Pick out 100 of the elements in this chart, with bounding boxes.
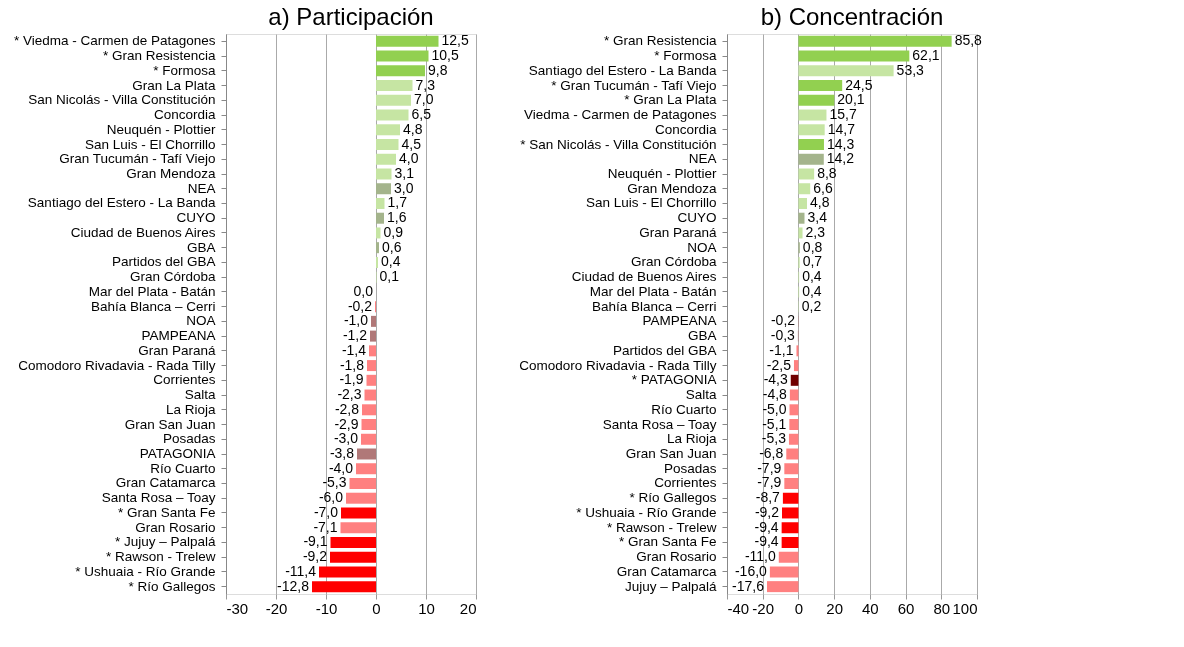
y-tick-label: Neuquén - Plottier: [607, 166, 717, 181]
y-tick-label: * Jujuy – Palpalá: [114, 534, 216, 550]
data-label: 24,5: [845, 76, 873, 93]
y-tick-label: Corrientes: [654, 475, 717, 491]
y-tick-label: Jujuy – Palpalá: [624, 578, 717, 594]
y-tick-label: * PATAGONIA: [631, 372, 717, 388]
y-tick-label: Gran Catamarca: [616, 563, 717, 579]
y-tick-label: Río Cuarto: [651, 401, 717, 417]
y-tick-label: Gran Catamarca: [115, 475, 216, 491]
y-tick-label: NOA: [186, 313, 216, 329]
x-tick-label: 0: [372, 599, 381, 617]
data-label: -0,2: [347, 297, 373, 314]
data-label: 0,4: [381, 253, 401, 270]
x-tick-label: -10: [315, 599, 338, 617]
data-label: -5,3: [322, 474, 347, 491]
data-label: -6,0: [318, 489, 344, 506]
data-label: 0,9: [383, 223, 404, 240]
data-label: -1,1: [769, 341, 794, 358]
data-label: 14,3: [826, 135, 855, 152]
data-label: 4,5: [401, 135, 422, 152]
y-tick-label: Gran San Juan: [124, 416, 216, 432]
y-tick-label: Posadas: [162, 431, 216, 447]
y-tick-label: San Nicolás - Villa Constitución: [28, 92, 216, 108]
data-label: -17,6: [732, 577, 765, 594]
data-label: 53,3: [896, 61, 925, 78]
y-tick-label: La Rioja: [165, 401, 216, 417]
data-label: 20,1: [837, 91, 865, 108]
data-label: -1,4: [341, 341, 367, 358]
data-label: -0,3: [770, 327, 796, 344]
data-label: -1,2: [342, 327, 368, 344]
y-tick-label: San Luis - El Chorrillo: [585, 195, 717, 211]
data-label: -9,1: [303, 533, 328, 550]
data-label: -7,9: [757, 459, 782, 476]
y-tick-label: NEA: [187, 180, 216, 196]
y-tick-label: La Rioja: [666, 431, 717, 447]
data-label: 0,6: [382, 238, 402, 255]
y-tick-label: * San Nicolás - Villa Constitución: [520, 136, 717, 152]
data-label: 1,7: [387, 194, 408, 211]
y-tick-label: * Gran Resistencia: [102, 48, 216, 64]
data-label: -2,5: [766, 356, 792, 373]
y-tick-label: Partidos del GBA: [612, 342, 717, 358]
y-tick-label: Mar del Plata - Batán: [589, 283, 717, 299]
y-tick-label: Comodoro Rivadavia - Rada Tilly: [18, 357, 216, 373]
data-label: -9,4: [754, 533, 779, 550]
data-label: 6,6: [813, 179, 833, 196]
data-label: 0,8: [802, 238, 823, 255]
y-tick-label: Bahía Blanca – Cerri: [591, 298, 717, 314]
y-tick-label: * Río Gallegos: [629, 490, 717, 506]
y-tick-label: Río Cuarto: [150, 460, 216, 476]
y-tick-label: Corrientes: [153, 372, 216, 388]
data-label: -6,8: [759, 445, 784, 461]
x-tick-label: -40: [727, 599, 750, 617]
data-label: 3,1: [394, 165, 415, 181]
data-label: -3,8: [329, 445, 355, 461]
data-label: -11,0: [744, 548, 776, 565]
data-label: 85,8: [954, 32, 983, 49]
data-label: -9,2: [754, 503, 780, 520]
y-tick-label: Comodoro Rivadavia - Rada Tilly: [519, 357, 717, 373]
data-label: -8,7: [755, 489, 781, 506]
data-label: 3,0: [394, 179, 414, 196]
y-tick-label: Gran Rosario: [135, 519, 216, 535]
data-label: 7,3: [415, 76, 436, 93]
data-label: -5,3: [761, 430, 787, 447]
y-tick-label: * Gran Tucumán - Tafí Viejo: [551, 77, 717, 93]
x-tick-label: 20: [826, 599, 843, 617]
data-label: 4,8: [810, 194, 830, 211]
y-tick-label: Salta: [685, 387, 717, 403]
y-tick-label: * Ushuaia - Río Grande: [75, 563, 216, 579]
y-tick-label: GBA: [186, 239, 216, 255]
data-label: -5,1: [762, 415, 787, 432]
y-tick-label: NEA: [688, 151, 717, 167]
y-tick-label: * Gran Resistencia: [603, 33, 717, 49]
y-tick-label: * Gran La Plata: [624, 92, 717, 108]
data-label: -9,4: [754, 518, 779, 535]
y-tick-label: Gran Córdoba: [129, 269, 216, 285]
data-label: 2,3: [805, 223, 826, 240]
data-label: 8,8: [817, 165, 837, 181]
data-label: 0,4: [802, 268, 822, 285]
data-label: 15,7: [829, 106, 857, 123]
y-tick-label: Gran Mendoza: [627, 180, 717, 196]
data-label: -7,1: [313, 518, 338, 535]
y-tick-label: Ciudad de Buenos Aires: [70, 224, 216, 240]
y-tick-label: PATAGONIA: [139, 446, 216, 461]
y-tick-label: Gran Mendoza: [126, 166, 216, 181]
x-tick-label: 40: [862, 599, 879, 617]
y-tick-label: Concordia: [654, 121, 717, 137]
data-label: 4,0: [399, 150, 419, 167]
data-label: 14,2: [826, 150, 855, 167]
data-label: -4,0: [328, 459, 354, 476]
y-tick-label: * Gran Santa Fe: [117, 504, 216, 520]
data-label: -1,0: [343, 312, 369, 329]
y-tick-label: CUYO: [176, 210, 216, 226]
y-tick-label: Santiago del Estero - La Banda: [27, 195, 216, 211]
data-label: -11,4: [285, 562, 317, 579]
x-tick-label: -20: [265, 599, 288, 617]
data-label: 0,7: [802, 253, 823, 270]
x-tick-label: 20: [459, 599, 477, 617]
data-label: 3,4: [807, 209, 828, 226]
y-tick-label: Gran La Plata: [132, 77, 216, 93]
data-label: 12,5: [441, 32, 469, 49]
